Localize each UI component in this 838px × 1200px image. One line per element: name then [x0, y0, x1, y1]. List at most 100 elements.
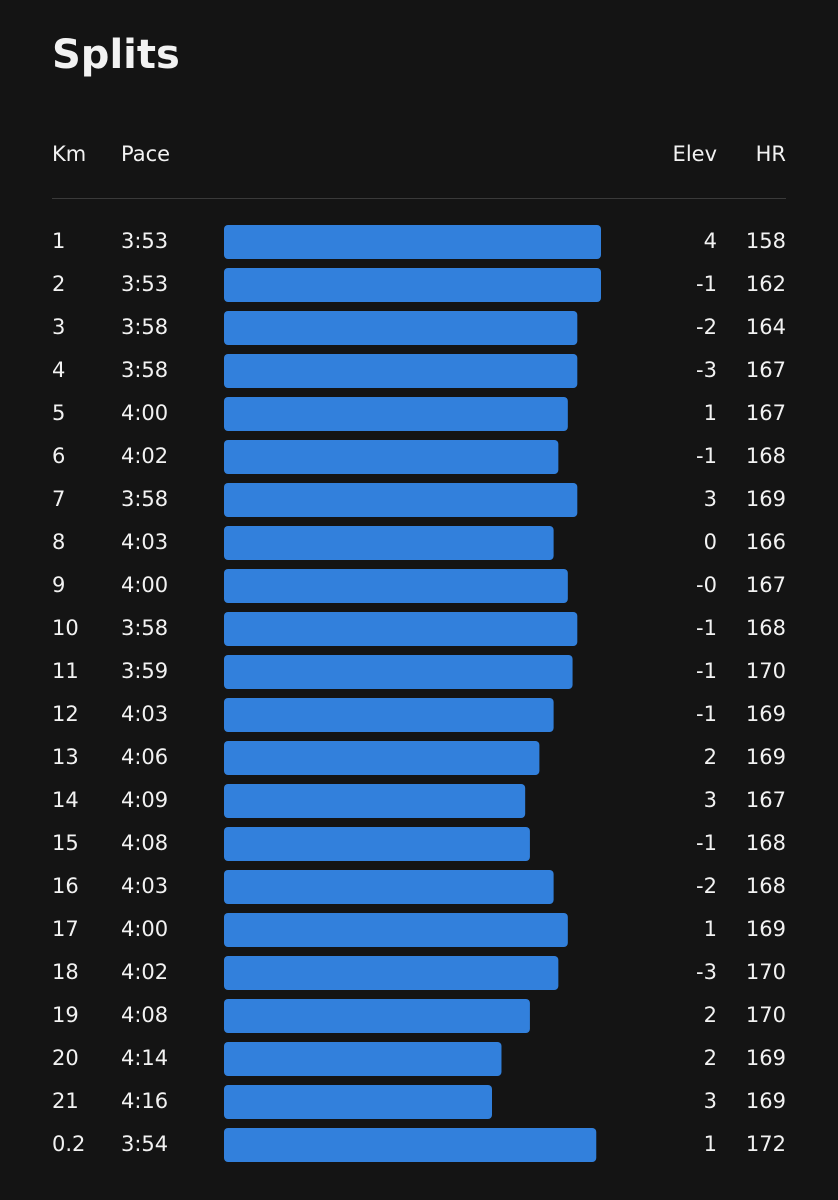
elevation: -2 — [696, 315, 717, 339]
elevation: 2 — [704, 1003, 717, 1027]
heart-rate: 169 — [746, 1089, 786, 1113]
heart-rate: 170 — [746, 960, 786, 984]
heart-rate: 166 — [746, 530, 786, 554]
km: 9 — [52, 573, 65, 597]
elevation: -0 — [696, 573, 717, 597]
km: 21 — [52, 1089, 79, 1113]
elevation: 1 — [704, 917, 717, 941]
km: 18 — [52, 960, 79, 984]
elevation: 3 — [704, 788, 717, 812]
heart-rate: 168 — [746, 444, 786, 468]
heart-rate: 167 — [746, 573, 786, 597]
elevation: 0 — [704, 530, 717, 554]
pace: 3:54 — [121, 1132, 168, 1156]
heart-rate: 169 — [746, 1046, 786, 1070]
km: 16 — [52, 874, 79, 898]
pace: 4:09 — [121, 788, 168, 812]
km: 15 — [52, 831, 79, 855]
elevation: 1 — [704, 401, 717, 425]
pace: 3:58 — [121, 487, 168, 511]
heart-rate: 169 — [746, 702, 786, 726]
heart-rate: 169 — [746, 917, 786, 941]
elevation: -1 — [696, 659, 717, 683]
elevation: 3 — [704, 1089, 717, 1113]
elevation: 2 — [704, 1046, 717, 1070]
heart-rate: 167 — [746, 788, 786, 812]
elevation: -2 — [696, 874, 717, 898]
pace: 4:08 — [121, 1003, 168, 1027]
heart-rate: 172 — [746, 1132, 786, 1156]
km: 17 — [52, 917, 79, 941]
pace-bar — [224, 741, 540, 775]
pace: 3:58 — [121, 315, 168, 339]
pace-bar — [224, 612, 578, 646]
pace-bar — [224, 1128, 597, 1162]
elevation: -3 — [696, 358, 717, 382]
pace: 3:53 — [121, 229, 168, 253]
heart-rate: 167 — [746, 358, 786, 382]
pace-bar — [224, 827, 530, 861]
pace-bar — [224, 311, 578, 345]
km: 14 — [52, 788, 79, 812]
km: 1 — [52, 229, 65, 253]
elevation: -1 — [696, 831, 717, 855]
pace-bar — [224, 569, 568, 603]
pace: 4:03 — [121, 702, 168, 726]
heart-rate: 170 — [746, 1003, 786, 1027]
pace-bar — [224, 655, 573, 689]
column-header: Pace — [121, 142, 170, 166]
km: 2 — [52, 272, 65, 296]
pace-bar — [224, 913, 568, 947]
pace: 4:00 — [121, 401, 168, 425]
pace: 4:02 — [121, 960, 168, 984]
pace-bar — [224, 870, 554, 904]
km: 6 — [52, 444, 65, 468]
heart-rate: 164 — [746, 315, 786, 339]
elevation: 2 — [704, 745, 717, 769]
pace-bar — [224, 999, 530, 1033]
pace: 4:06 — [121, 745, 168, 769]
pace-bar — [224, 784, 526, 818]
pace: 4:00 — [121, 573, 168, 597]
pace-bar — [224, 956, 559, 990]
pace: 3:53 — [121, 272, 168, 296]
km: 3 — [52, 315, 65, 339]
elevation: -1 — [696, 616, 717, 640]
pace-bar — [224, 483, 578, 517]
heart-rate: 169 — [746, 487, 786, 511]
heart-rate: 170 — [746, 659, 786, 683]
heart-rate: 168 — [746, 616, 786, 640]
elevation: -1 — [696, 444, 717, 468]
pace-bar — [224, 526, 554, 560]
km: 13 — [52, 745, 79, 769]
pace-bar — [224, 1085, 492, 1119]
pace: 4:08 — [121, 831, 168, 855]
km: 8 — [52, 530, 65, 554]
km: 10 — [52, 616, 79, 640]
km: 0.2 — [52, 1132, 85, 1156]
pace: 3:59 — [121, 659, 168, 683]
heart-rate: 162 — [746, 272, 786, 296]
heart-rate: 169 — [746, 745, 786, 769]
km: 11 — [52, 659, 79, 683]
pace-bar — [224, 268, 601, 302]
pace-bar — [224, 698, 554, 732]
km: 4 — [52, 358, 65, 382]
heart-rate: 158 — [746, 229, 786, 253]
pace-bar — [224, 1042, 502, 1076]
column-header: HR — [756, 142, 786, 166]
elevation: -3 — [696, 960, 717, 984]
pace: 4:16 — [121, 1089, 168, 1113]
pace: 4:03 — [121, 530, 168, 554]
pace: 3:58 — [121, 616, 168, 640]
heart-rate: 167 — [746, 401, 786, 425]
km: 12 — [52, 702, 79, 726]
column-header: Elev — [673, 142, 717, 166]
pace: 3:58 — [121, 358, 168, 382]
elevation: 1 — [704, 1132, 717, 1156]
pace: 4:03 — [121, 874, 168, 898]
elevation: 4 — [704, 229, 717, 253]
km: 20 — [52, 1046, 79, 1070]
